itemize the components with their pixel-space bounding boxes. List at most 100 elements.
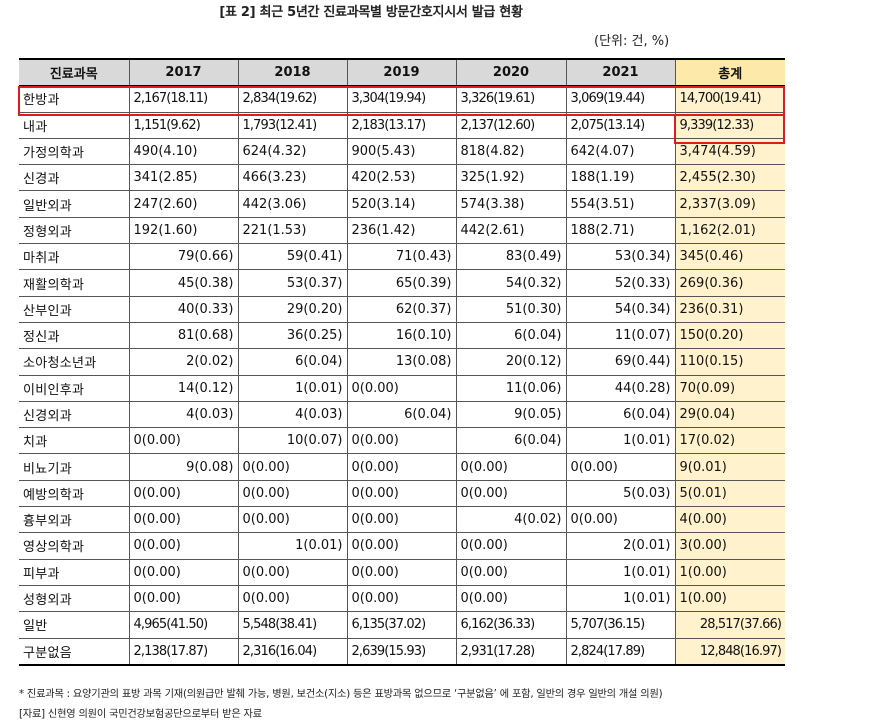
cell-value: 1(0.01) (565, 427, 675, 455)
cell-total: 3(0.00) (674, 532, 785, 560)
cell-value: 442(2.61) (455, 217, 566, 245)
cell-value: 2,316(16.04) (237, 638, 347, 666)
table-row: 이비인후과 14(0.12) 1(0.01) 0(0.00) 11(0.06) 44(0.… (19, 375, 785, 402)
row-category: 마취과 (19, 243, 129, 271)
row-category: 일반외과 (19, 190, 129, 218)
cell-value: 2,824(17.89) (565, 638, 675, 666)
cell-value: 0(0.00) (346, 427, 456, 455)
cell-value: 2,167(18.11) (128, 85, 238, 113)
cell-value: 236(1.42) (346, 217, 456, 245)
cell-value: 0(0.00) (346, 453, 456, 481)
cell-value: 62(0.37) (346, 296, 456, 323)
cell-total: 1,162(2.01) (674, 217, 785, 245)
cell-value: 69(0.44) (565, 348, 675, 376)
cell-total: 2,337(3.09) (674, 190, 785, 218)
cell-value: 65(0.39) (346, 269, 456, 297)
cell-value: 5(0.03) (565, 480, 675, 508)
cell-value: 4(0.03) (128, 401, 238, 429)
cell-value: 3,069(19.44) (565, 85, 675, 113)
row-category: 피부과 (19, 559, 129, 586)
cell-value: 2,075(13.14) (565, 112, 675, 139)
cell-value: 11(0.06) (455, 375, 566, 402)
table-row: 일반외과 247(2.60) 442(3.06) 520(3.14) 574(3.38)… (19, 190, 785, 218)
row-category: 산부인과 (19, 296, 129, 323)
footnote: * 진료과목 : 요양기관의 표방 과목 기재(의원급만 발췌 가능, 병원, … (19, 689, 663, 700)
cell-value: 81(0.68) (128, 322, 238, 350)
cell-value: 79(0.66) (128, 243, 238, 271)
cell-value: 2,931(17.28) (455, 638, 566, 666)
table-row: 내과 1,151(9.62) 1,793(12.41) 2,183(13.17) 2,1… (19, 112, 785, 139)
cell-value: 29(0.20) (237, 296, 347, 323)
cell-value: 14(0.12) (128, 375, 238, 402)
cell-value: 2(0.02) (128, 348, 238, 376)
cell-total: 4(0.00) (674, 506, 785, 534)
cell-total: 1(0.00) (674, 585, 785, 613)
cell-value: 6(0.04) (565, 401, 675, 429)
cell-value: 0(0.00) (237, 480, 347, 508)
cell-value: 442(3.06) (237, 190, 347, 218)
cell-value: 0(0.00) (455, 480, 566, 508)
header-category: 진료과목 (19, 59, 129, 87)
cell-value: 818(4.82) (455, 138, 566, 166)
cell-value: 0(0.00) (455, 585, 566, 613)
cell-value: 0(0.00) (128, 532, 238, 560)
header-row: 진료과목 2017 2018 2019 2020 2021 총계 (19, 59, 785, 87)
table-row: 흉부외과 0(0.00) 0(0.00) 0(0.00) 4(0.02) 0(0.00) 4… (19, 506, 785, 534)
table-row: 재활의학과 45(0.38) 53(0.37) 65(0.39) 54(0.32) 52(… (19, 269, 785, 297)
cell-total: 9,339(12.33) (674, 112, 785, 139)
cell-value: 2,183(13.17) (346, 112, 456, 139)
table-title: [표 2] 최근 5년간 진료과목별 방문간호지시서 발급 현황 (219, 5, 523, 20)
table-row: 소아청소년과 2(0.02) 6(0.04) 13(0.08) 20(0.12) 69(0… (19, 348, 785, 376)
cell-value: 554(3.51) (565, 190, 675, 218)
cell-value: 2,137(12.60) (455, 112, 566, 139)
cell-value: 2,834(19.62) (237, 85, 347, 113)
cell-value: 0(0.00) (128, 427, 238, 455)
cell-value: 13(0.08) (346, 348, 456, 376)
table-row: 구분없음 2,138(17.87) 2,316(16.04) 2,639(15.93)… (19, 638, 785, 666)
cell-value: 40(0.33) (128, 296, 238, 323)
cell-value: 1(0.01) (237, 532, 347, 560)
cell-total: 5(0.01) (674, 480, 785, 508)
row-category: 구분없음 (19, 638, 129, 666)
cell-value: 1,793(12.41) (237, 112, 347, 139)
row-category: 영상의학과 (19, 532, 129, 560)
cell-value: 6,162(36.33) (455, 611, 566, 639)
cell-value: 6(0.04) (455, 427, 566, 455)
table-row: 비뇨기과 9(0.08) 0(0.00) 0(0.00) 0(0.00) 0(0.00) 9… (19, 453, 785, 481)
cell-value: 1(0.01) (565, 559, 675, 586)
table-row: 산부인과 40(0.33) 29(0.20) 62(0.37) 51(0.30) 54(0… (19, 296, 785, 323)
cell-value: 36(0.25) (237, 322, 347, 350)
cell-value: 0(0.00) (346, 375, 456, 402)
row-category: 소아청소년과 (19, 348, 129, 376)
cell-value: 9(0.08) (128, 453, 238, 481)
cell-value: 6,135(37.02) (346, 611, 456, 639)
cell-value: 45(0.38) (128, 269, 238, 297)
cell-value: 0(0.00) (346, 480, 456, 508)
row-category: 정형외과 (19, 217, 129, 245)
cell-value: 0(0.00) (128, 480, 238, 508)
cell-value: 0(0.00) (346, 585, 456, 613)
row-category: 비뇨기과 (19, 453, 129, 481)
cell-value: 71(0.43) (346, 243, 456, 271)
cell-value: 0(0.00) (128, 559, 238, 586)
cell-total: 70(0.09) (674, 375, 785, 402)
cell-value: 0(0.00) (346, 559, 456, 586)
row-category: 예방의학과 (19, 480, 129, 508)
cell-value: 6(0.04) (455, 322, 566, 350)
header-total: 총계 (674, 59, 785, 87)
table-row: 한방과 2,167(18.11) 2,834(19.62) 3,304(19.94) 3… (19, 85, 785, 113)
cell-value: 520(3.14) (346, 190, 456, 218)
cell-value: 51(0.30) (455, 296, 566, 323)
cell-value: 6(0.04) (237, 348, 347, 376)
cell-value: 0(0.00) (565, 506, 675, 534)
cell-value: 466(3.23) (237, 164, 347, 192)
cell-value: 2,639(15.93) (346, 638, 456, 666)
row-category: 정신과 (19, 322, 129, 350)
unit-label: (단위: 건, %) (594, 34, 670, 49)
cell-value: 3,304(19.94) (346, 85, 456, 113)
source-note: [자료] 신현영 의원이 국민건강보험공단으로부터 받은 자료 (19, 709, 262, 720)
cell-value: 4(0.02) (455, 506, 566, 534)
cell-value: 420(2.53) (346, 164, 456, 192)
row-category: 일반 (19, 611, 129, 639)
cell-value: 53(0.34) (565, 243, 675, 271)
